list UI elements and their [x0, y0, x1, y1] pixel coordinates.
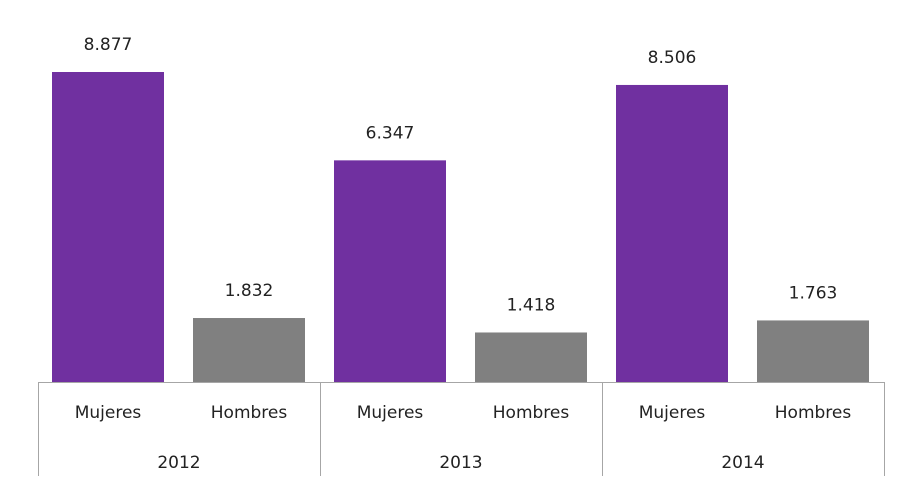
- bar: [334, 160, 446, 382]
- x-sub-label: Mujeres: [357, 403, 424, 423]
- data-label: 1.418: [507, 295, 556, 315]
- data-label: 1.763: [789, 283, 838, 303]
- bar: [475, 332, 587, 382]
- x-sub-label: Mujeres: [639, 403, 706, 423]
- x-group-label: 2012: [157, 453, 200, 473]
- x-sub-label: Hombres: [775, 403, 852, 423]
- x-sub-label: Hombres: [493, 403, 570, 423]
- bar: [616, 84, 728, 382]
- data-label: 8.877: [84, 35, 133, 55]
- data-label: 1.832: [225, 281, 274, 301]
- bar: [193, 318, 305, 382]
- x-sub-label: Mujeres: [75, 403, 142, 423]
- x-sub-label: Hombres: [211, 403, 288, 423]
- bar: [52, 72, 164, 382]
- data-label: 6.347: [366, 123, 415, 143]
- x-group-label: 2014: [721, 453, 764, 473]
- x-group-label: 2013: [439, 453, 482, 473]
- data-label: 8.506: [648, 48, 697, 68]
- bar: [757, 320, 869, 382]
